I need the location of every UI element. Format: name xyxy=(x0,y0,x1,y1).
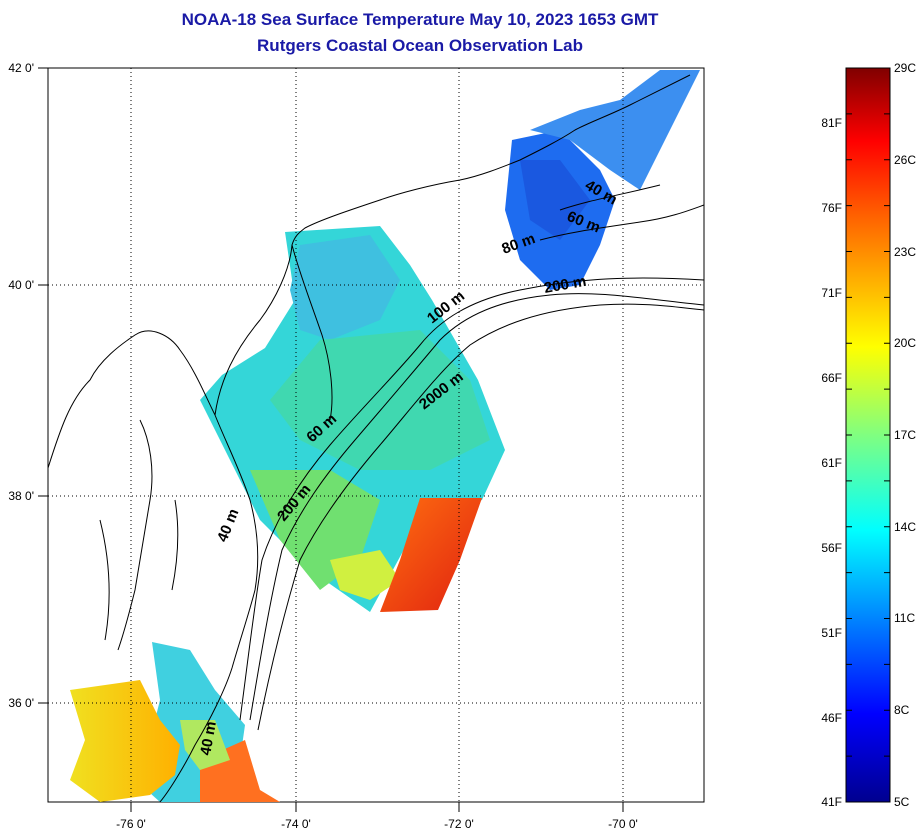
colorbar-celsius-label: 8C xyxy=(894,703,910,717)
colorbar-fahrenheit-label: 81F xyxy=(821,116,842,130)
lon-tick-label: -70 0' xyxy=(608,817,638,831)
colorbar-celsius-label: 23C xyxy=(894,245,916,259)
bathymetry-contours xyxy=(239,184,704,731)
lat-tick-label: 40 0' xyxy=(8,278,34,292)
sst-swath-south xyxy=(70,642,280,802)
lon-tick-label: -76 0' xyxy=(116,817,146,831)
map-subtitle: Rutgers Coastal Ocean Observation Lab xyxy=(257,36,583,55)
colorbar-fahrenheit-label: 41F xyxy=(821,795,842,809)
colorbar xyxy=(845,67,891,803)
colorbar-fahrenheit-label: 56F xyxy=(821,541,842,555)
colorbar-fahrenheit-label: 66F xyxy=(821,371,842,385)
lat-tick-label: 42 0' xyxy=(8,61,34,75)
frame-ticks xyxy=(38,67,624,812)
colorbar-celsius-label: 17C xyxy=(894,428,916,442)
lon-tick-label: -74 0' xyxy=(281,817,311,831)
colorbar-celsius-label: 11C xyxy=(894,611,915,625)
colorbar-celsius-label: 14C xyxy=(894,520,916,534)
colorbar-fahrenheit-label: 51F xyxy=(821,626,842,640)
colorbar-celsius-label: 20C xyxy=(894,336,916,350)
lat-tick-label: 38 0' xyxy=(8,489,34,503)
lon-tick-label: -72 0' xyxy=(444,817,474,831)
coastline xyxy=(48,74,691,802)
graticule xyxy=(48,68,704,802)
colorbar-fahrenheit-label: 76F xyxy=(821,201,842,215)
colorbar-ticks xyxy=(846,67,890,803)
map-title: NOAA-18 Sea Surface Temperature May 10, … xyxy=(181,10,659,29)
colorbar-celsius-label: 29C xyxy=(894,61,916,75)
contour-label: 40 m xyxy=(197,720,220,757)
colorbar-fahrenheit-label: 61F xyxy=(821,456,842,470)
colorbar-celsius-label: 26C xyxy=(894,153,916,167)
colorbar-celsius-label: 5C xyxy=(894,795,910,809)
lat-tick-label: 36 0' xyxy=(8,696,34,710)
colorbar-fahrenheit-label: 71F xyxy=(821,286,842,300)
bay-outline xyxy=(99,419,179,651)
colorbar-fahrenheit-label: 46F xyxy=(821,711,842,725)
